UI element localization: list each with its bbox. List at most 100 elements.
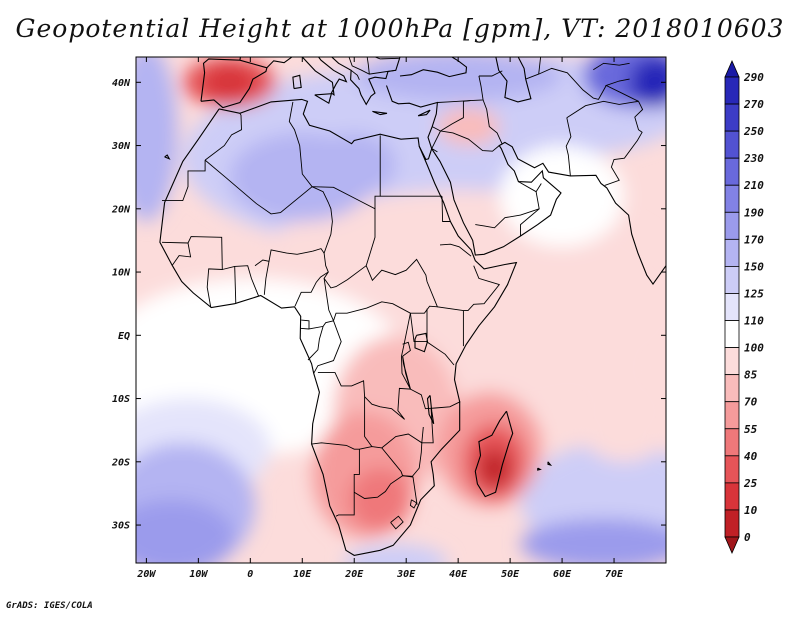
field-blob (312, 132, 396, 197)
colorbar-label: 0 (744, 531, 751, 544)
map-frame (135, 56, 667, 564)
height-field (136, 57, 666, 563)
country-border (364, 396, 373, 447)
x-tick-label: 10W (189, 569, 208, 580)
colorbar-box (724, 157, 740, 186)
field-blob (520, 518, 666, 563)
colorbar-label: 190 (744, 206, 764, 219)
y-tick-label: 20S (111, 457, 130, 468)
colorbar-label: 40 (744, 450, 758, 463)
colorbar-box (724, 320, 740, 348)
country-border (593, 62, 630, 71)
coastline (314, 93, 333, 105)
colorbar-box (724, 238, 740, 267)
country-border (360, 69, 396, 75)
colorbar-box (724, 401, 740, 430)
x-tick-label: 50E (501, 569, 520, 580)
x-tick-label: 20E (344, 569, 364, 580)
x-tick-label: 60E (553, 569, 572, 580)
country-border (366, 57, 399, 75)
country-border (518, 181, 537, 193)
colorbar-box (724, 374, 740, 403)
colorbar-box (724, 211, 740, 240)
colorbar-box (724, 428, 740, 457)
colorbar-label: 70 (744, 396, 758, 409)
colorbar-label: 230 (743, 152, 764, 165)
colorbar-label: 10 (744, 504, 758, 517)
colorbar-label: 25 (743, 477, 758, 490)
colorbar-label: 170 (744, 233, 764, 246)
coastline (474, 410, 514, 498)
country-border (204, 113, 242, 161)
country-border (322, 30, 405, 48)
y-tick-label: 30N (111, 141, 131, 152)
country-border (441, 196, 451, 222)
colorbar-box (724, 482, 740, 511)
y-tick-label: 10S (112, 394, 130, 405)
map-area (136, 30, 666, 563)
colorbar-box (724, 455, 740, 484)
colorbar-box (724, 266, 740, 294)
country-border (437, 75, 484, 103)
country-border (162, 160, 206, 202)
country-border (300, 327, 310, 330)
country-border (482, 99, 503, 145)
colorbar-label: 210 (743, 179, 764, 192)
country-border (390, 515, 404, 530)
country-border (409, 499, 418, 509)
colorbar-label: 150 (744, 260, 764, 273)
country-border (222, 265, 260, 297)
coastline (200, 58, 268, 109)
x-tick-label: 0 (247, 569, 253, 580)
x-tick-label: 20W (136, 569, 156, 580)
country-border (348, 57, 361, 71)
coastline (372, 110, 388, 116)
colorbar-label: 250 (743, 125, 764, 138)
colorbar-box (724, 293, 740, 321)
country-border (301, 319, 334, 330)
coastline (385, 85, 666, 286)
field-blob (354, 57, 563, 102)
country-border (525, 67, 607, 100)
colorbar-box (724, 184, 740, 213)
country-border (323, 278, 411, 323)
country-border (421, 408, 434, 444)
colorbar-label: 85 (744, 369, 758, 382)
country-border (402, 442, 423, 477)
field-blob (349, 468, 412, 532)
x-tick-label: 10E (293, 569, 312, 580)
colorbar-box (724, 347, 740, 376)
y-tick-label: 40N (112, 78, 131, 89)
coastline (239, 57, 241, 61)
country-border (439, 243, 472, 257)
field-blob (395, 196, 521, 323)
colorbar-bottom-arrow (724, 536, 740, 554)
country-border (566, 100, 639, 119)
y-tick-label: EQ (118, 331, 130, 342)
colorbar-label: 125 (744, 287, 764, 300)
y-tick-label: 30S (111, 521, 130, 532)
field-blob (629, 57, 666, 108)
colorbar-label: 110 (744, 315, 764, 328)
country-border (317, 313, 412, 420)
country-border (161, 241, 192, 266)
coastline (547, 461, 553, 466)
field-blob (437, 107, 500, 146)
field-blob (136, 499, 235, 563)
x-tick-label: 30E (396, 569, 416, 580)
coastline (159, 98, 518, 556)
y-tick-label: 10N (112, 268, 131, 279)
coastline (292, 74, 302, 90)
country-border (431, 148, 438, 153)
field-blob (572, 360, 666, 462)
country-border (234, 266, 237, 304)
colorbar-label: 100 (744, 342, 764, 355)
y-tick-label: 20N (111, 204, 131, 215)
field-blob (203, 63, 256, 102)
country-border (431, 130, 441, 149)
colorbar-label: 270 (743, 98, 764, 111)
colorbar-box (724, 130, 740, 159)
x-tick-label: 40E (449, 569, 468, 580)
field-blob (499, 145, 625, 247)
